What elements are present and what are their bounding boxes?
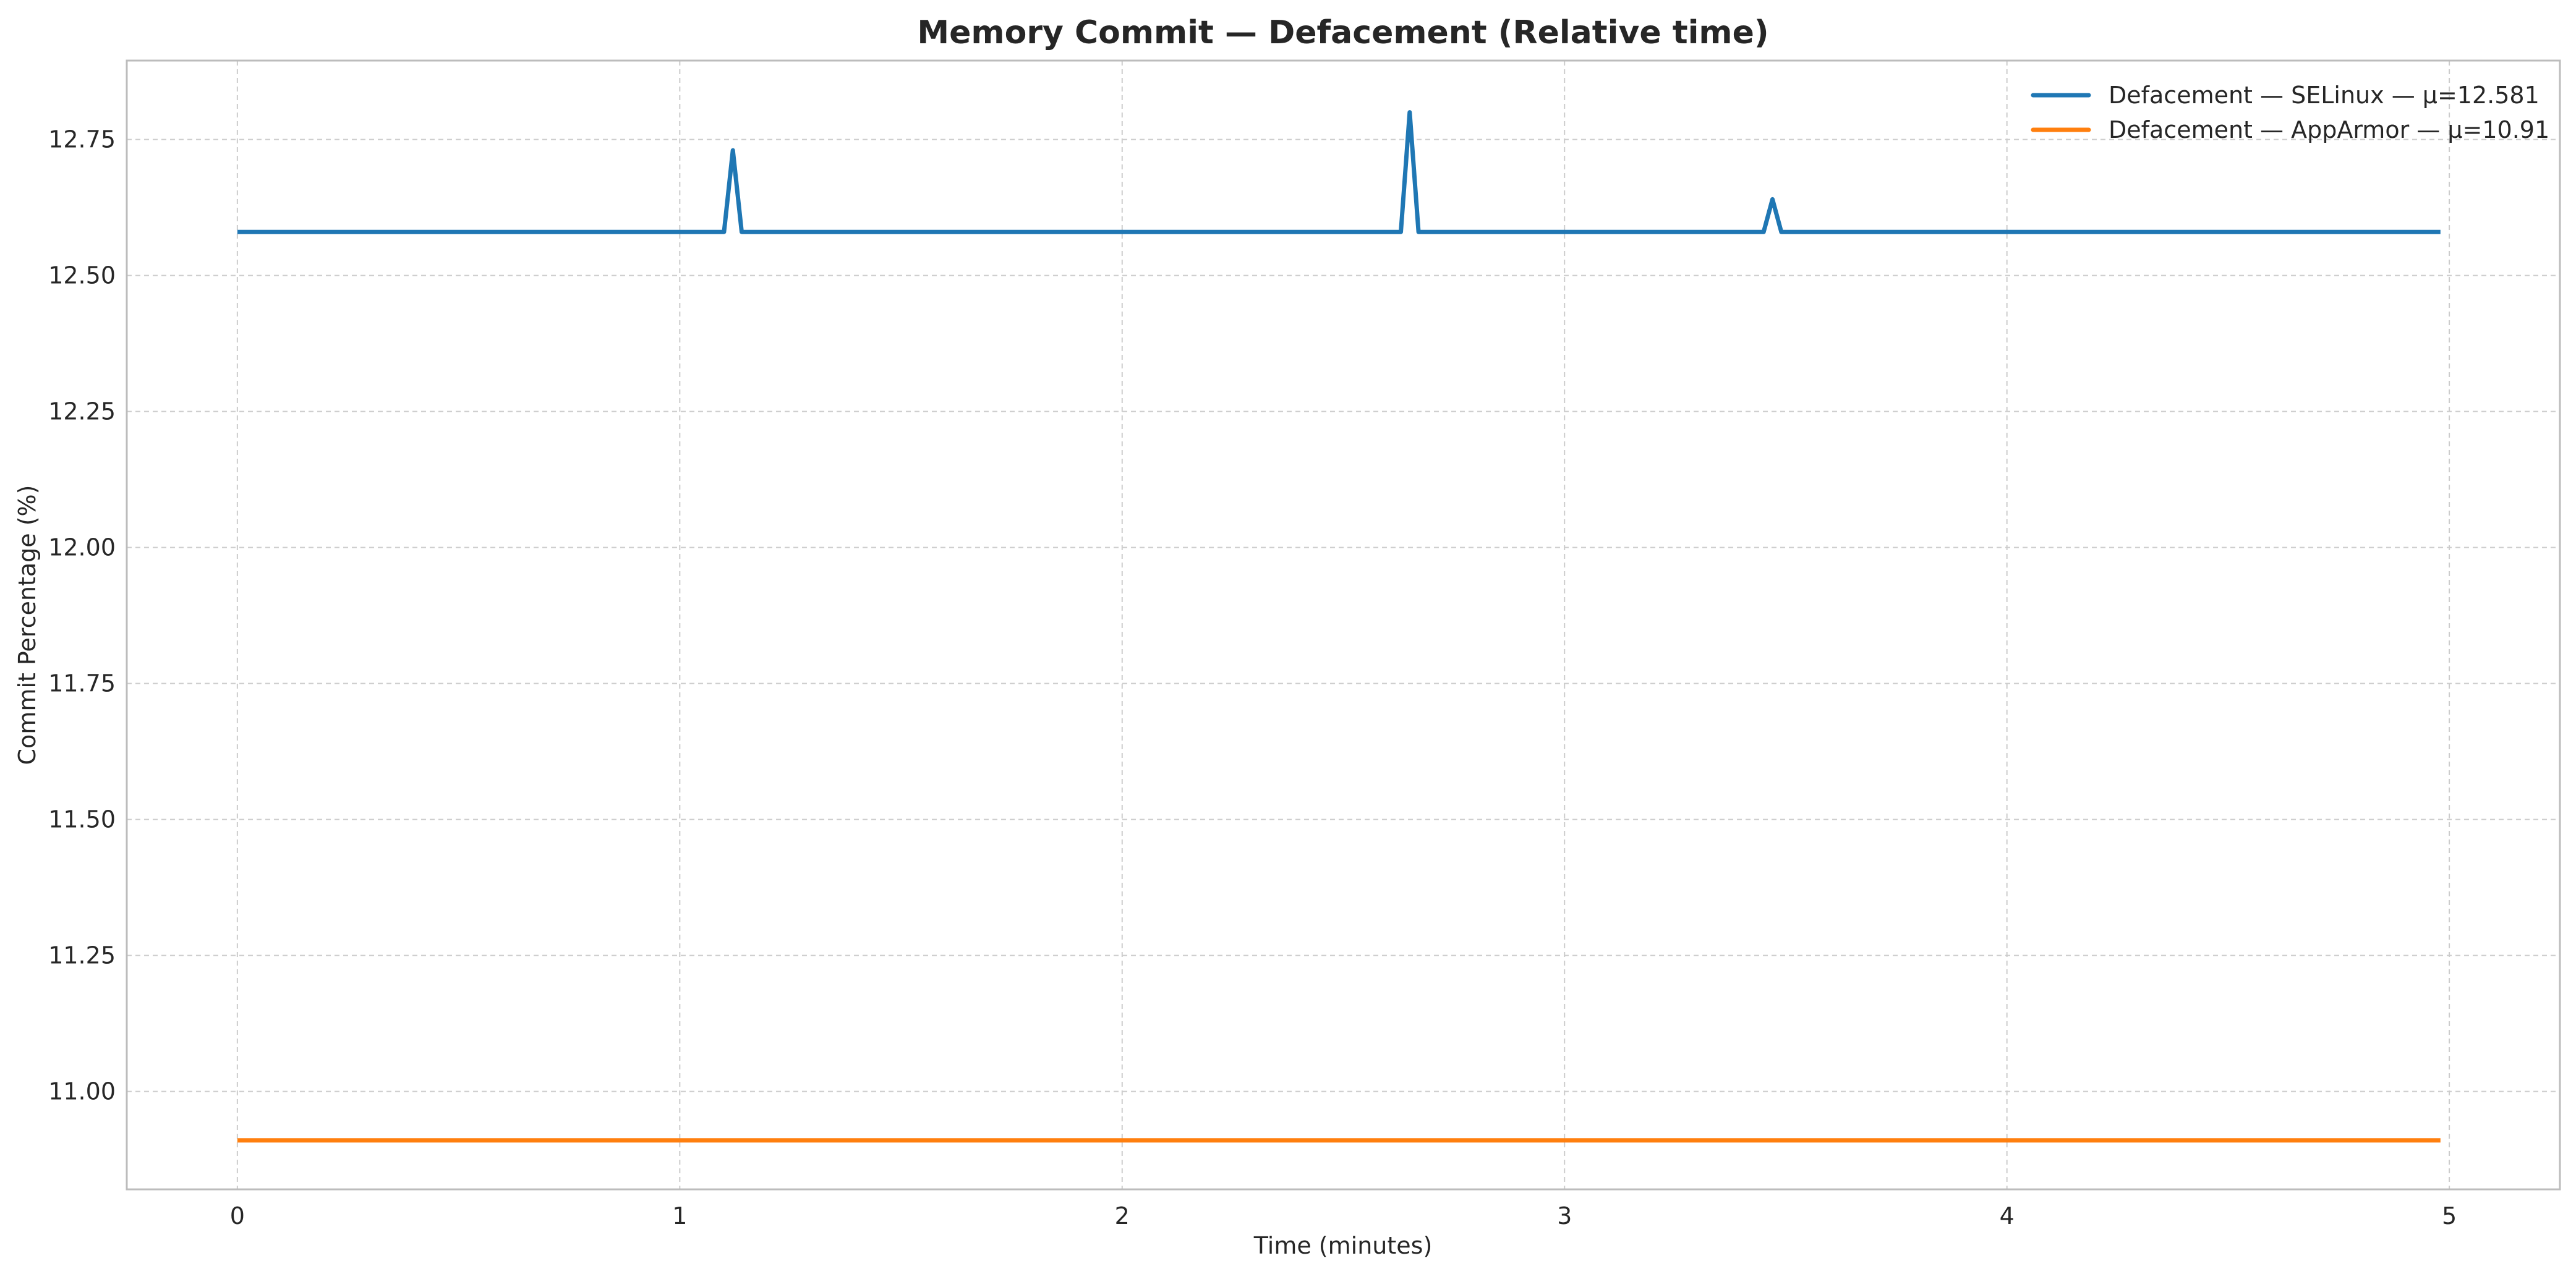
series-lines <box>237 110 2441 1143</box>
x-tick-label: 1 <box>672 1202 687 1230</box>
axis-ticks: 0 1 2 3 4 5 11.00 11.25 11.50 11.75 12.00 12.25 12.5… <box>48 126 2457 1230</box>
y-tick-label: 12.50 <box>48 262 116 289</box>
legend-label-apparmor: Defacement — AppArmor — μ=10.91 <box>2109 116 2549 143</box>
y-axis-label: Commit Percentage (%) <box>14 485 41 765</box>
y-tick-label: 11.25 <box>48 942 116 969</box>
legend-label-selinux: Defacement — SELinux — μ=12.581 <box>2109 82 2540 109</box>
x-tick-label: 4 <box>2000 1202 2015 1230</box>
y-tick-label: 11.00 <box>48 1078 116 1105</box>
plot-frame <box>126 59 2561 1191</box>
y-tick-label: 11.50 <box>48 806 116 833</box>
x-tick-label: 0 <box>230 1202 245 1230</box>
series-line-selinux <box>237 110 2441 234</box>
y-tick-label: 12.00 <box>48 534 116 561</box>
x-tick-label: 3 <box>1557 1202 1572 1230</box>
y-tick-label: 12.75 <box>48 126 116 153</box>
chart-title: Memory Commit — Defacement (Relative tim… <box>917 14 1768 51</box>
legend: Defacement — SELinux — μ=12.581 Defaceme… <box>2031 82 2549 143</box>
y-tick-label: 11.75 <box>48 670 116 697</box>
x-tick-label: 5 <box>2442 1202 2457 1230</box>
grid <box>127 61 2560 1189</box>
y-tick-label: 12.25 <box>48 398 116 425</box>
x-axis-label: Time (minutes) <box>1253 1232 1433 1259</box>
x-tick-label: 2 <box>1115 1202 1130 1230</box>
